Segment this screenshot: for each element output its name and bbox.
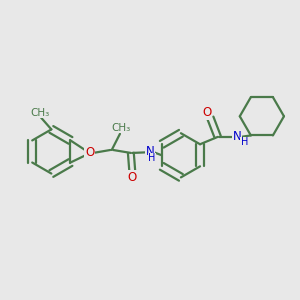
Text: N: N: [146, 145, 154, 158]
Text: N: N: [232, 130, 241, 143]
Text: H: H: [148, 153, 155, 163]
Text: CH₃: CH₃: [112, 123, 131, 133]
Text: H: H: [241, 137, 248, 147]
Text: O: O: [85, 146, 94, 159]
Text: O: O: [202, 106, 212, 119]
Text: CH₃: CH₃: [31, 108, 50, 118]
Text: O: O: [128, 171, 137, 184]
